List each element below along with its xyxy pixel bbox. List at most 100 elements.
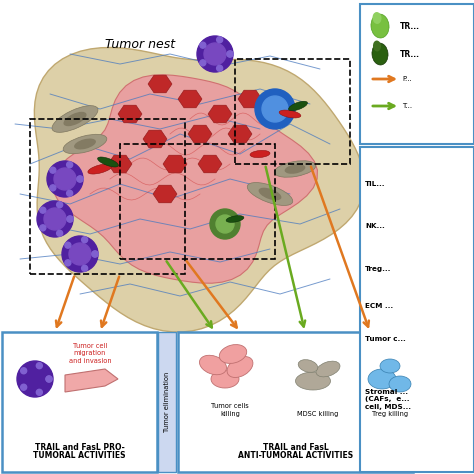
Circle shape: [40, 207, 46, 213]
Text: TR...: TR...: [400, 49, 420, 58]
Circle shape: [50, 167, 56, 173]
Text: TR...: TR...: [400, 21, 420, 30]
Ellipse shape: [52, 106, 98, 132]
Circle shape: [262, 96, 288, 122]
Circle shape: [21, 384, 27, 390]
Ellipse shape: [219, 345, 247, 364]
Ellipse shape: [295, 372, 330, 390]
Bar: [360, 147, 474, 472]
Circle shape: [54, 168, 76, 190]
Circle shape: [67, 216, 73, 222]
Ellipse shape: [368, 369, 396, 389]
Circle shape: [197, 36, 233, 72]
Circle shape: [82, 237, 88, 243]
Ellipse shape: [259, 188, 282, 201]
Polygon shape: [65, 369, 118, 392]
Bar: [30, 119, 185, 274]
Ellipse shape: [211, 370, 239, 388]
Ellipse shape: [316, 361, 340, 377]
Text: Tumor elimination: Tumor elimination: [164, 372, 170, 432]
Polygon shape: [163, 155, 187, 173]
Polygon shape: [238, 90, 262, 108]
Circle shape: [82, 265, 88, 271]
Text: ECM ...: ECM ...: [365, 303, 393, 309]
Text: P...: P...: [402, 76, 412, 82]
Ellipse shape: [380, 359, 400, 373]
Circle shape: [216, 215, 234, 233]
Polygon shape: [148, 75, 172, 93]
Circle shape: [36, 363, 42, 369]
Polygon shape: [118, 105, 142, 123]
Ellipse shape: [373, 12, 382, 24]
Ellipse shape: [289, 101, 308, 111]
Circle shape: [50, 185, 56, 191]
Circle shape: [67, 216, 73, 222]
Circle shape: [17, 361, 53, 397]
Circle shape: [217, 36, 223, 43]
Polygon shape: [228, 125, 252, 143]
Ellipse shape: [247, 182, 293, 205]
Circle shape: [255, 89, 295, 129]
Ellipse shape: [226, 216, 244, 222]
Circle shape: [227, 51, 233, 57]
Text: NK...: NK...: [365, 223, 385, 229]
Ellipse shape: [250, 150, 270, 157]
Polygon shape: [108, 155, 132, 173]
Circle shape: [69, 243, 91, 265]
Bar: [178, 332, 413, 472]
Bar: [120, 144, 275, 259]
Bar: [235, 59, 350, 164]
Ellipse shape: [227, 356, 253, 377]
Text: TRAIL and FasL PRO-: TRAIL and FasL PRO-: [35, 443, 124, 452]
Circle shape: [46, 376, 52, 382]
Text: TIL...: TIL...: [365, 181, 385, 187]
Polygon shape: [208, 105, 232, 123]
Ellipse shape: [98, 157, 118, 167]
Bar: [158, 332, 176, 472]
Polygon shape: [178, 90, 202, 108]
Circle shape: [217, 65, 223, 71]
Ellipse shape: [88, 164, 112, 174]
Ellipse shape: [64, 112, 87, 126]
Circle shape: [56, 230, 63, 236]
Text: TRAIL and FasL: TRAIL and FasL: [263, 443, 328, 452]
Ellipse shape: [200, 356, 227, 375]
Ellipse shape: [373, 40, 381, 52]
Ellipse shape: [371, 14, 389, 38]
Text: Tumor cell
migration
and invasion: Tumor cell migration and invasion: [69, 343, 111, 364]
Text: TUMORAL ACTIVITIES: TUMORAL ACTIVITIES: [33, 451, 126, 460]
Polygon shape: [198, 155, 222, 173]
Circle shape: [227, 51, 233, 57]
Circle shape: [37, 201, 73, 237]
Ellipse shape: [284, 164, 305, 174]
Circle shape: [21, 368, 27, 374]
Text: Stromal ...
(CAFs,  e...
cell, MDS...: Stromal ... (CAFs, e... cell, MDS...: [365, 389, 411, 410]
Ellipse shape: [372, 43, 388, 65]
Ellipse shape: [274, 161, 316, 177]
Bar: [2, 332, 157, 472]
Ellipse shape: [279, 110, 301, 118]
Circle shape: [92, 251, 98, 257]
Circle shape: [62, 236, 98, 272]
Circle shape: [67, 162, 73, 168]
Text: Tumor c...: Tumor c...: [365, 336, 406, 342]
Polygon shape: [34, 47, 365, 332]
Polygon shape: [52, 75, 318, 283]
Polygon shape: [153, 185, 177, 203]
Circle shape: [210, 209, 240, 239]
Circle shape: [36, 389, 42, 395]
Circle shape: [200, 60, 206, 66]
Text: T...: T...: [402, 103, 412, 109]
Circle shape: [67, 190, 73, 196]
Bar: [360, 4, 474, 144]
Ellipse shape: [389, 376, 411, 392]
Text: Treg...: Treg...: [365, 266, 392, 272]
Text: Tumor nest: Tumor nest: [105, 37, 175, 51]
Ellipse shape: [298, 360, 318, 373]
Circle shape: [77, 176, 83, 182]
Polygon shape: [143, 130, 167, 148]
Circle shape: [56, 202, 63, 208]
Circle shape: [200, 42, 206, 48]
Ellipse shape: [63, 134, 107, 154]
Circle shape: [46, 376, 52, 382]
